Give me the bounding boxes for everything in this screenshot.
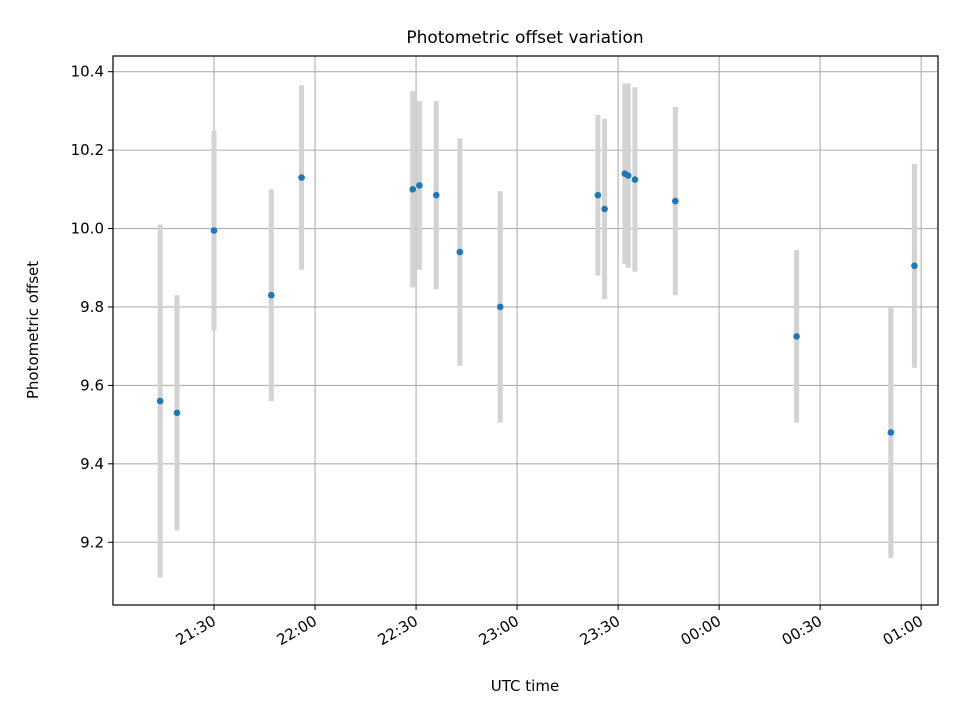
data-point bbox=[210, 227, 218, 234]
y-tick-label: 9.8 bbox=[80, 298, 104, 316]
x-axis-label: UTC time bbox=[491, 677, 559, 695]
y-axis-ticks: 9.2 9.4 9.6 9.8 10.0 10.2 10.4 bbox=[71, 63, 113, 551]
data-point bbox=[594, 191, 602, 199]
data-point bbox=[631, 176, 639, 183]
data-point bbox=[496, 303, 504, 311]
y-tick-label: 10.0 bbox=[71, 220, 104, 238]
data-point bbox=[267, 291, 275, 299]
data-point bbox=[672, 197, 679, 205]
plot-frame bbox=[112, 55, 939, 606]
data-point bbox=[793, 333, 800, 340]
data-point bbox=[624, 172, 632, 179]
y-tick-label: 9.4 bbox=[80, 455, 104, 473]
data-point bbox=[173, 409, 181, 417]
data-point bbox=[911, 262, 918, 270]
data-point bbox=[409, 186, 416, 193]
data-point bbox=[456, 248, 464, 256]
data-point bbox=[432, 191, 440, 199]
data-point bbox=[887, 429, 895, 436]
data-point bbox=[156, 397, 164, 405]
y-axis-label: Photometric offset bbox=[24, 261, 42, 399]
y-tick-label: 10.2 bbox=[71, 141, 104, 159]
y-tick-label: 9.6 bbox=[80, 376, 104, 394]
chart-title: Photometric offset variation bbox=[406, 28, 643, 48]
data-point bbox=[416, 182, 423, 189]
grid-lines bbox=[113, 56, 938, 605]
y-tick-label: 10.4 bbox=[71, 63, 104, 81]
data-point bbox=[298, 174, 305, 181]
data-points bbox=[156, 170, 918, 436]
data-point bbox=[601, 205, 608, 213]
y-tick-label: 9.2 bbox=[80, 533, 104, 551]
